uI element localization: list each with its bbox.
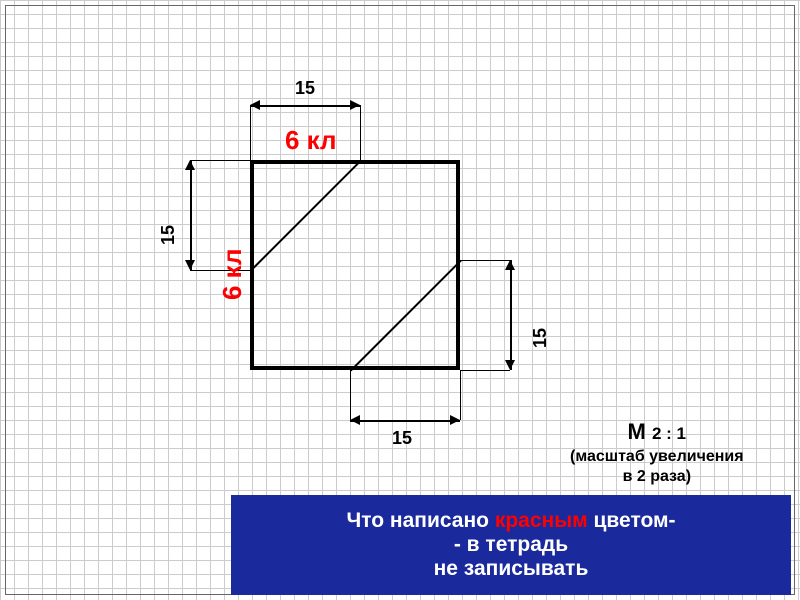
red-label-left: 6 кл — [217, 248, 248, 300]
red-label-top: 6 кл — [285, 125, 337, 156]
dim-right-arrow-u — [505, 260, 515, 270]
dim-left-label: 15 — [158, 225, 179, 245]
instruction-banner: Что написано красным цветом-- в тетрадьн… — [231, 495, 791, 595]
dim-top-arrow-r — [350, 100, 360, 110]
main-square — [250, 160, 460, 370]
dim-left-line — [190, 160, 192, 270]
scale-ratio: 2 : 1 — [652, 424, 686, 443]
dim-top-arrow-l — [250, 100, 260, 110]
banner-line3: не записывать — [231, 557, 791, 581]
dim-left-arrow-d — [185, 260, 195, 270]
dim-top-line — [250, 105, 360, 107]
dim-right-arrow-d — [505, 360, 515, 370]
dim-bottom-ext1 — [350, 370, 351, 420]
dim-bottom-arrow-r — [450, 415, 460, 425]
dim-top-ext2 — [360, 105, 361, 160]
dim-bottom-ext2 — [460, 370, 461, 420]
dim-left-ext1 — [190, 160, 250, 161]
dim-right-line — [510, 260, 512, 370]
dim-right-ext2 — [460, 370, 510, 371]
dim-top-ext1 — [250, 105, 251, 160]
dim-top-label: 15 — [295, 78, 315, 99]
banner-line1: Что написано красным цветом- — [231, 509, 791, 533]
banner-line2: - в тетрадь — [231, 533, 791, 557]
dim-right-ext1 — [460, 260, 510, 261]
banner-red-word: красным — [495, 509, 594, 532]
dim-bottom-line — [350, 420, 460, 422]
dim-right-label: 15 — [530, 328, 551, 348]
dim-bottom-arrow-l — [350, 415, 360, 425]
dim-left-arrow-u — [185, 160, 195, 170]
dim-bottom-label: 15 — [392, 428, 412, 449]
scale-prefix: М — [628, 419, 652, 444]
scale-note: (масштаб увеличения в 2 раза) — [570, 447, 744, 489]
scale-annotation: М 2 : 1 (масштаб увеличения в 2 раза) — [570, 418, 744, 488]
